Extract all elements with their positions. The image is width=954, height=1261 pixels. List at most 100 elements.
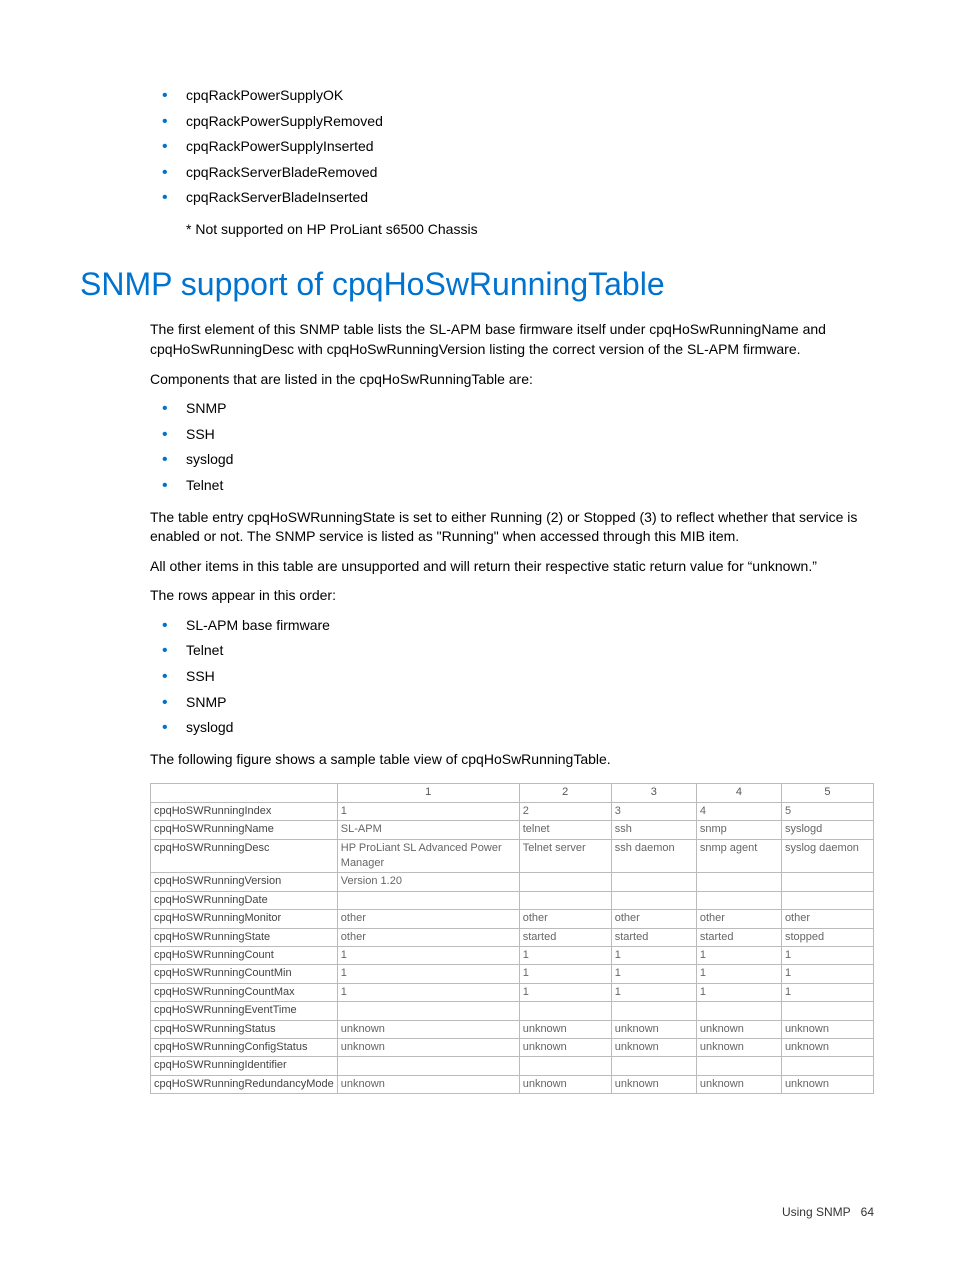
paragraph: The following figure shows a sample tabl…: [150, 750, 874, 770]
table-cell: started: [696, 928, 781, 946]
table-row: cpqHoSWRunningIndex12345: [151, 802, 874, 820]
table-cell: unknown: [611, 1075, 696, 1093]
table-cell: 1: [519, 965, 611, 983]
table-row: cpqHoSWRunningDate: [151, 891, 874, 909]
table-cell: 1: [337, 946, 519, 964]
table-cell: 1: [611, 983, 696, 1001]
table-row: cpqHoSWRunningMonitorotherotherotherothe…: [151, 910, 874, 928]
table-row-label: cpqHoSWRunningIdentifier: [151, 1057, 338, 1075]
trap-list: cpqRackPowerSupplyOK cpqRackPowerSupplyR…: [150, 86, 874, 208]
table-cell: unknown: [337, 1075, 519, 1093]
table-cell: 1: [781, 983, 873, 1001]
table-cell: 1: [696, 965, 781, 983]
table-cell: ssh daemon: [611, 839, 696, 873]
table-row-label: cpqHoSWRunningMonitor: [151, 910, 338, 928]
table-cell: unknown: [696, 1038, 781, 1056]
table-cell: 2: [519, 802, 611, 820]
table-row: cpqHoSWRunningVersionVersion 1.20: [151, 873, 874, 891]
table-row: cpqHoSWRunningCountMin11111: [151, 965, 874, 983]
table-cell: [781, 891, 873, 909]
table-cell: unknown: [519, 1038, 611, 1056]
table-cell: [337, 1057, 519, 1075]
table-cell: other: [611, 910, 696, 928]
table-row: cpqHoSWRunningNameSL-APMtelnetsshsnmpsys…: [151, 821, 874, 839]
table-row: cpqHoSWRunningStateotherstartedstartedst…: [151, 928, 874, 946]
table-cell: [337, 1002, 519, 1020]
snmp-table: 12345 cpqHoSWRunningIndex12345cpqHoSWRun…: [150, 783, 874, 1094]
table-cell: stopped: [781, 928, 873, 946]
table-cell: ssh: [611, 821, 696, 839]
table-row-label: cpqHoSWRunningCountMin: [151, 965, 338, 983]
table-cell: [696, 891, 781, 909]
list-item: syslogd: [150, 718, 874, 738]
table-cell: unknown: [337, 1038, 519, 1056]
list-item: cpqRackPowerSupplyInserted: [150, 137, 874, 157]
table-cell: [696, 873, 781, 891]
table-cell: telnet: [519, 821, 611, 839]
table-cell: [611, 1057, 696, 1075]
table-cell: 3: [611, 802, 696, 820]
paragraph: The rows appear in this order:: [150, 586, 874, 606]
table-cell: [781, 1002, 873, 1020]
table-cell: [696, 1057, 781, 1075]
table-row: cpqHoSWRunningDescHP ProLiant SL Advance…: [151, 839, 874, 873]
list-item: cpqRackPowerSupplyOK: [150, 86, 874, 106]
table-cell: syslog daemon: [781, 839, 873, 873]
table-col-header: [151, 784, 338, 802]
table-cell: [519, 891, 611, 909]
paragraph: The first element of this SNMP table lis…: [150, 320, 874, 359]
table-cell: Version 1.20: [337, 873, 519, 891]
footnote: * Not supported on HP ProLiant s6500 Cha…: [186, 220, 874, 240]
table-cell: [519, 1057, 611, 1075]
table-cell: other: [519, 910, 611, 928]
table-cell: [337, 891, 519, 909]
list-item: SNMP: [150, 693, 874, 713]
table-cell: 1: [337, 983, 519, 1001]
table-row-label: cpqHoSWRunningDate: [151, 891, 338, 909]
table-row: cpqHoSWRunningIdentifier: [151, 1057, 874, 1075]
table-cell: 1: [781, 965, 873, 983]
snmp-table-figure: 12345 cpqHoSWRunningIndex12345cpqHoSWRun…: [150, 783, 874, 1094]
table-cell: 1: [696, 946, 781, 964]
table-cell: unknown: [519, 1020, 611, 1038]
table-row: cpqHoSWRunningStatusunknownunknownunknow…: [151, 1020, 874, 1038]
table-row: cpqHoSWRunningEventTime: [151, 1002, 874, 1020]
table-row-label: cpqHoSWRunningCount: [151, 946, 338, 964]
table-row-label: cpqHoSWRunningIndex: [151, 802, 338, 820]
table-cell: [781, 1057, 873, 1075]
table-cell: 1: [781, 946, 873, 964]
table-cell: [781, 873, 873, 891]
paragraph: The table entry cpqHoSWRunningState is s…: [150, 508, 874, 547]
table-cell: 1: [519, 946, 611, 964]
table-row-label: cpqHoSWRunningVersion: [151, 873, 338, 891]
footer-text: Using SNMP: [782, 1205, 851, 1219]
table-cell: 1: [611, 946, 696, 964]
table-cell: 1: [519, 983, 611, 1001]
table-row-label: cpqHoSWRunningState: [151, 928, 338, 946]
list-item: Telnet: [150, 476, 874, 496]
table-cell: unknown: [696, 1020, 781, 1038]
table-cell: started: [611, 928, 696, 946]
table-cell: 1: [337, 965, 519, 983]
table-row: cpqHoSWRunningCountMax11111: [151, 983, 874, 1001]
table-row-label: cpqHoSWRunningDesc: [151, 839, 338, 873]
list-item: cpqRackPowerSupplyRemoved: [150, 112, 874, 132]
table-col-header: 4: [696, 784, 781, 802]
list-item: SL-APM base firmware: [150, 616, 874, 636]
table-row-label: cpqHoSWRunningStatus: [151, 1020, 338, 1038]
table-cell: SL-APM: [337, 821, 519, 839]
table-cell: [611, 873, 696, 891]
table-cell: unknown: [611, 1020, 696, 1038]
table-cell: started: [519, 928, 611, 946]
components-list: SNMP SSH syslogd Telnet: [150, 399, 874, 495]
table-cell: other: [337, 910, 519, 928]
table-cell: Telnet server: [519, 839, 611, 873]
table-cell: unknown: [519, 1075, 611, 1093]
table-row-label: cpqHoSWRunningRedundancyMode: [151, 1075, 338, 1093]
table-cell: other: [781, 910, 873, 928]
table-col-header: 1: [337, 784, 519, 802]
table-cell: unknown: [696, 1075, 781, 1093]
table-cell: syslogd: [781, 821, 873, 839]
table-row-label: cpqHoSWRunningName: [151, 821, 338, 839]
table-cell: 1: [337, 802, 519, 820]
